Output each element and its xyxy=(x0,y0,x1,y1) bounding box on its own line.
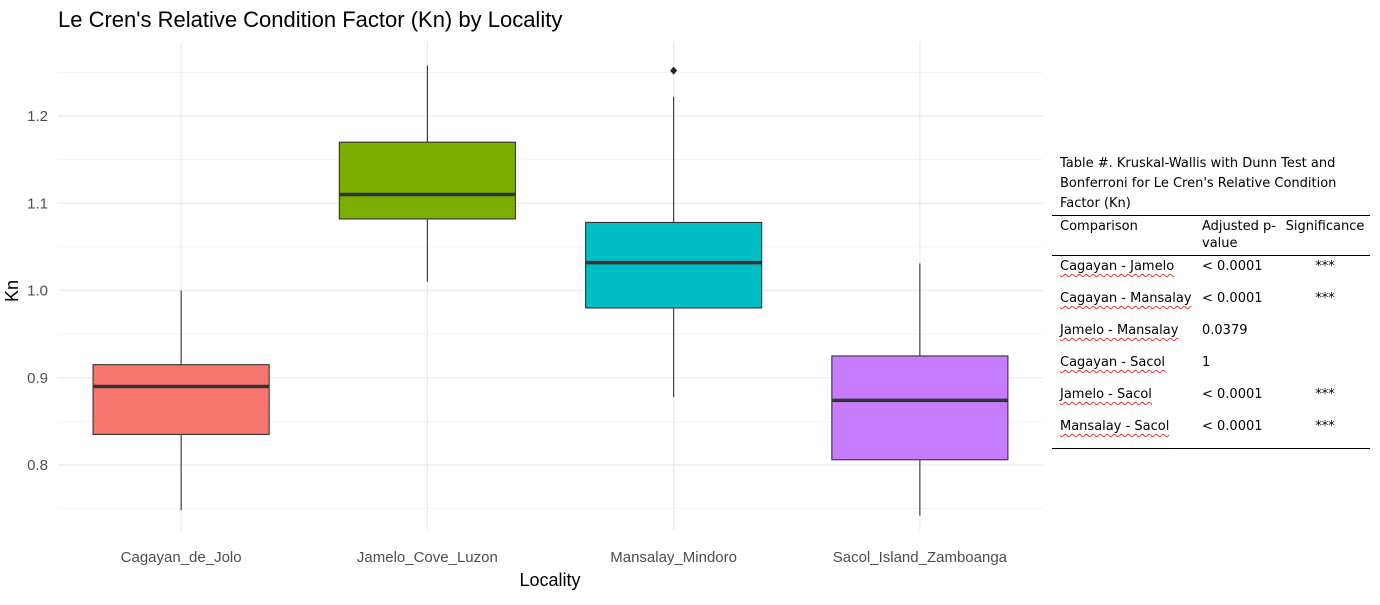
x-tick-label: Mansalay_Mindoro xyxy=(610,549,737,566)
cell-significance xyxy=(1280,320,1370,352)
cell-adjusted-p: 1 xyxy=(1202,355,1211,370)
y-tick-label: 1.2 xyxy=(27,108,48,125)
outlier-point xyxy=(670,66,678,75)
cell-adjusted-p: < 0.0001 xyxy=(1202,291,1263,306)
y-ticks: 0.8 0.9 1.0 1.1 1.2 xyxy=(27,108,48,474)
header-comparison: Comparison xyxy=(1060,219,1138,234)
cell-significance: *** xyxy=(1315,259,1335,274)
cell-comparison: Cagayan - Mansalay xyxy=(1060,291,1192,306)
table-row: Cagayan - Sacol 1 xyxy=(1052,352,1370,384)
box-layer xyxy=(92,65,1009,516)
box-Mansalay_Mindoro xyxy=(585,66,763,397)
cell-adjusted-p: 0.0379 xyxy=(1202,323,1248,338)
table-bottom-rule xyxy=(1052,448,1370,449)
cell-significance: *** xyxy=(1315,291,1335,306)
y-tick-label: 0.9 xyxy=(27,370,48,387)
table-top-rule xyxy=(1052,215,1370,216)
table-row: Jamelo - Mansalay 0.0379 xyxy=(1052,320,1370,352)
boxplot-chart: Le Cren's Relative Condition Factor (Kn)… xyxy=(2,7,1043,590)
cell-comparison: Cagayan - Jamelo xyxy=(1060,259,1175,274)
iqr-box xyxy=(338,141,516,220)
table-row: Cagayan - Jamelo < 0.0001 *** xyxy=(1052,256,1370,288)
box-Sacol_Island_Zamboanga xyxy=(831,263,1009,516)
table-caption: Table #. Kruskal-Wallis with Dunn Test a… xyxy=(1060,156,1337,211)
y-tick-label: 1.0 xyxy=(27,283,48,300)
x-tick-label: Cagayan_de_Jolo xyxy=(121,549,242,566)
y-tick-label: 0.8 xyxy=(27,457,48,474)
cell-comparison: Mansalay - Sacol xyxy=(1060,419,1170,434)
cell-adjusted-p: < 0.0001 xyxy=(1202,387,1263,402)
cell-comparison: Jamelo - Mansalay xyxy=(1060,323,1179,338)
cell-significance xyxy=(1280,352,1370,384)
table-row: Cagayan - Mansalay < 0.0001 *** xyxy=(1052,288,1370,320)
cell-comparison: Jamelo - Sacol xyxy=(1060,387,1152,402)
x-tick-label: Sacol_Island_Zamboanga xyxy=(833,549,1008,566)
y-tick-label: 1.1 xyxy=(27,195,48,212)
table-body: Cagayan - Jamelo < 0.0001 *** Cagayan - Man… xyxy=(1052,256,1370,448)
table-row: Mansalay - Sacol < 0.0001 *** xyxy=(1052,416,1370,448)
x-tick-label: Jamelo_Cove_Luzon xyxy=(357,549,498,566)
cell-comparison: Cagayan - Sacol xyxy=(1060,355,1166,370)
box-Cagayan_de_Jolo xyxy=(92,290,270,511)
header-significance: Significance xyxy=(1285,219,1365,234)
table-row: Jamelo - Sacol < 0.0001 *** xyxy=(1052,384,1370,416)
dunn-test-table: Table #. Kruskal-Wallis with Dunn Test a… xyxy=(1052,154,1370,449)
table-header-rule xyxy=(1052,255,1370,256)
table-header-row: Comparison Adjusted p-value Significance xyxy=(1052,216,1370,255)
iqr-box xyxy=(92,364,270,436)
cell-adjusted-p: < 0.0001 xyxy=(1202,419,1263,434)
iqr-box xyxy=(585,221,763,309)
header-adjusted-p: Adjusted p-value xyxy=(1202,219,1276,251)
x-ticks: Cagayan_de_Jolo Jamelo_Cove_Luzon Mansalay… xyxy=(121,549,1008,566)
chart-title: Le Cren's Relative Condition Factor (Kn)… xyxy=(58,7,562,32)
cell-adjusted-p: < 0.0001 xyxy=(1202,259,1263,274)
iqr-box xyxy=(831,355,1009,461)
box-Jamelo_Cove_Luzon xyxy=(338,65,516,282)
cell-significance: *** xyxy=(1315,419,1335,434)
x-axis-title: Locality xyxy=(519,570,580,590)
cell-significance: *** xyxy=(1315,387,1335,402)
y-axis-title: Kn xyxy=(2,280,22,302)
